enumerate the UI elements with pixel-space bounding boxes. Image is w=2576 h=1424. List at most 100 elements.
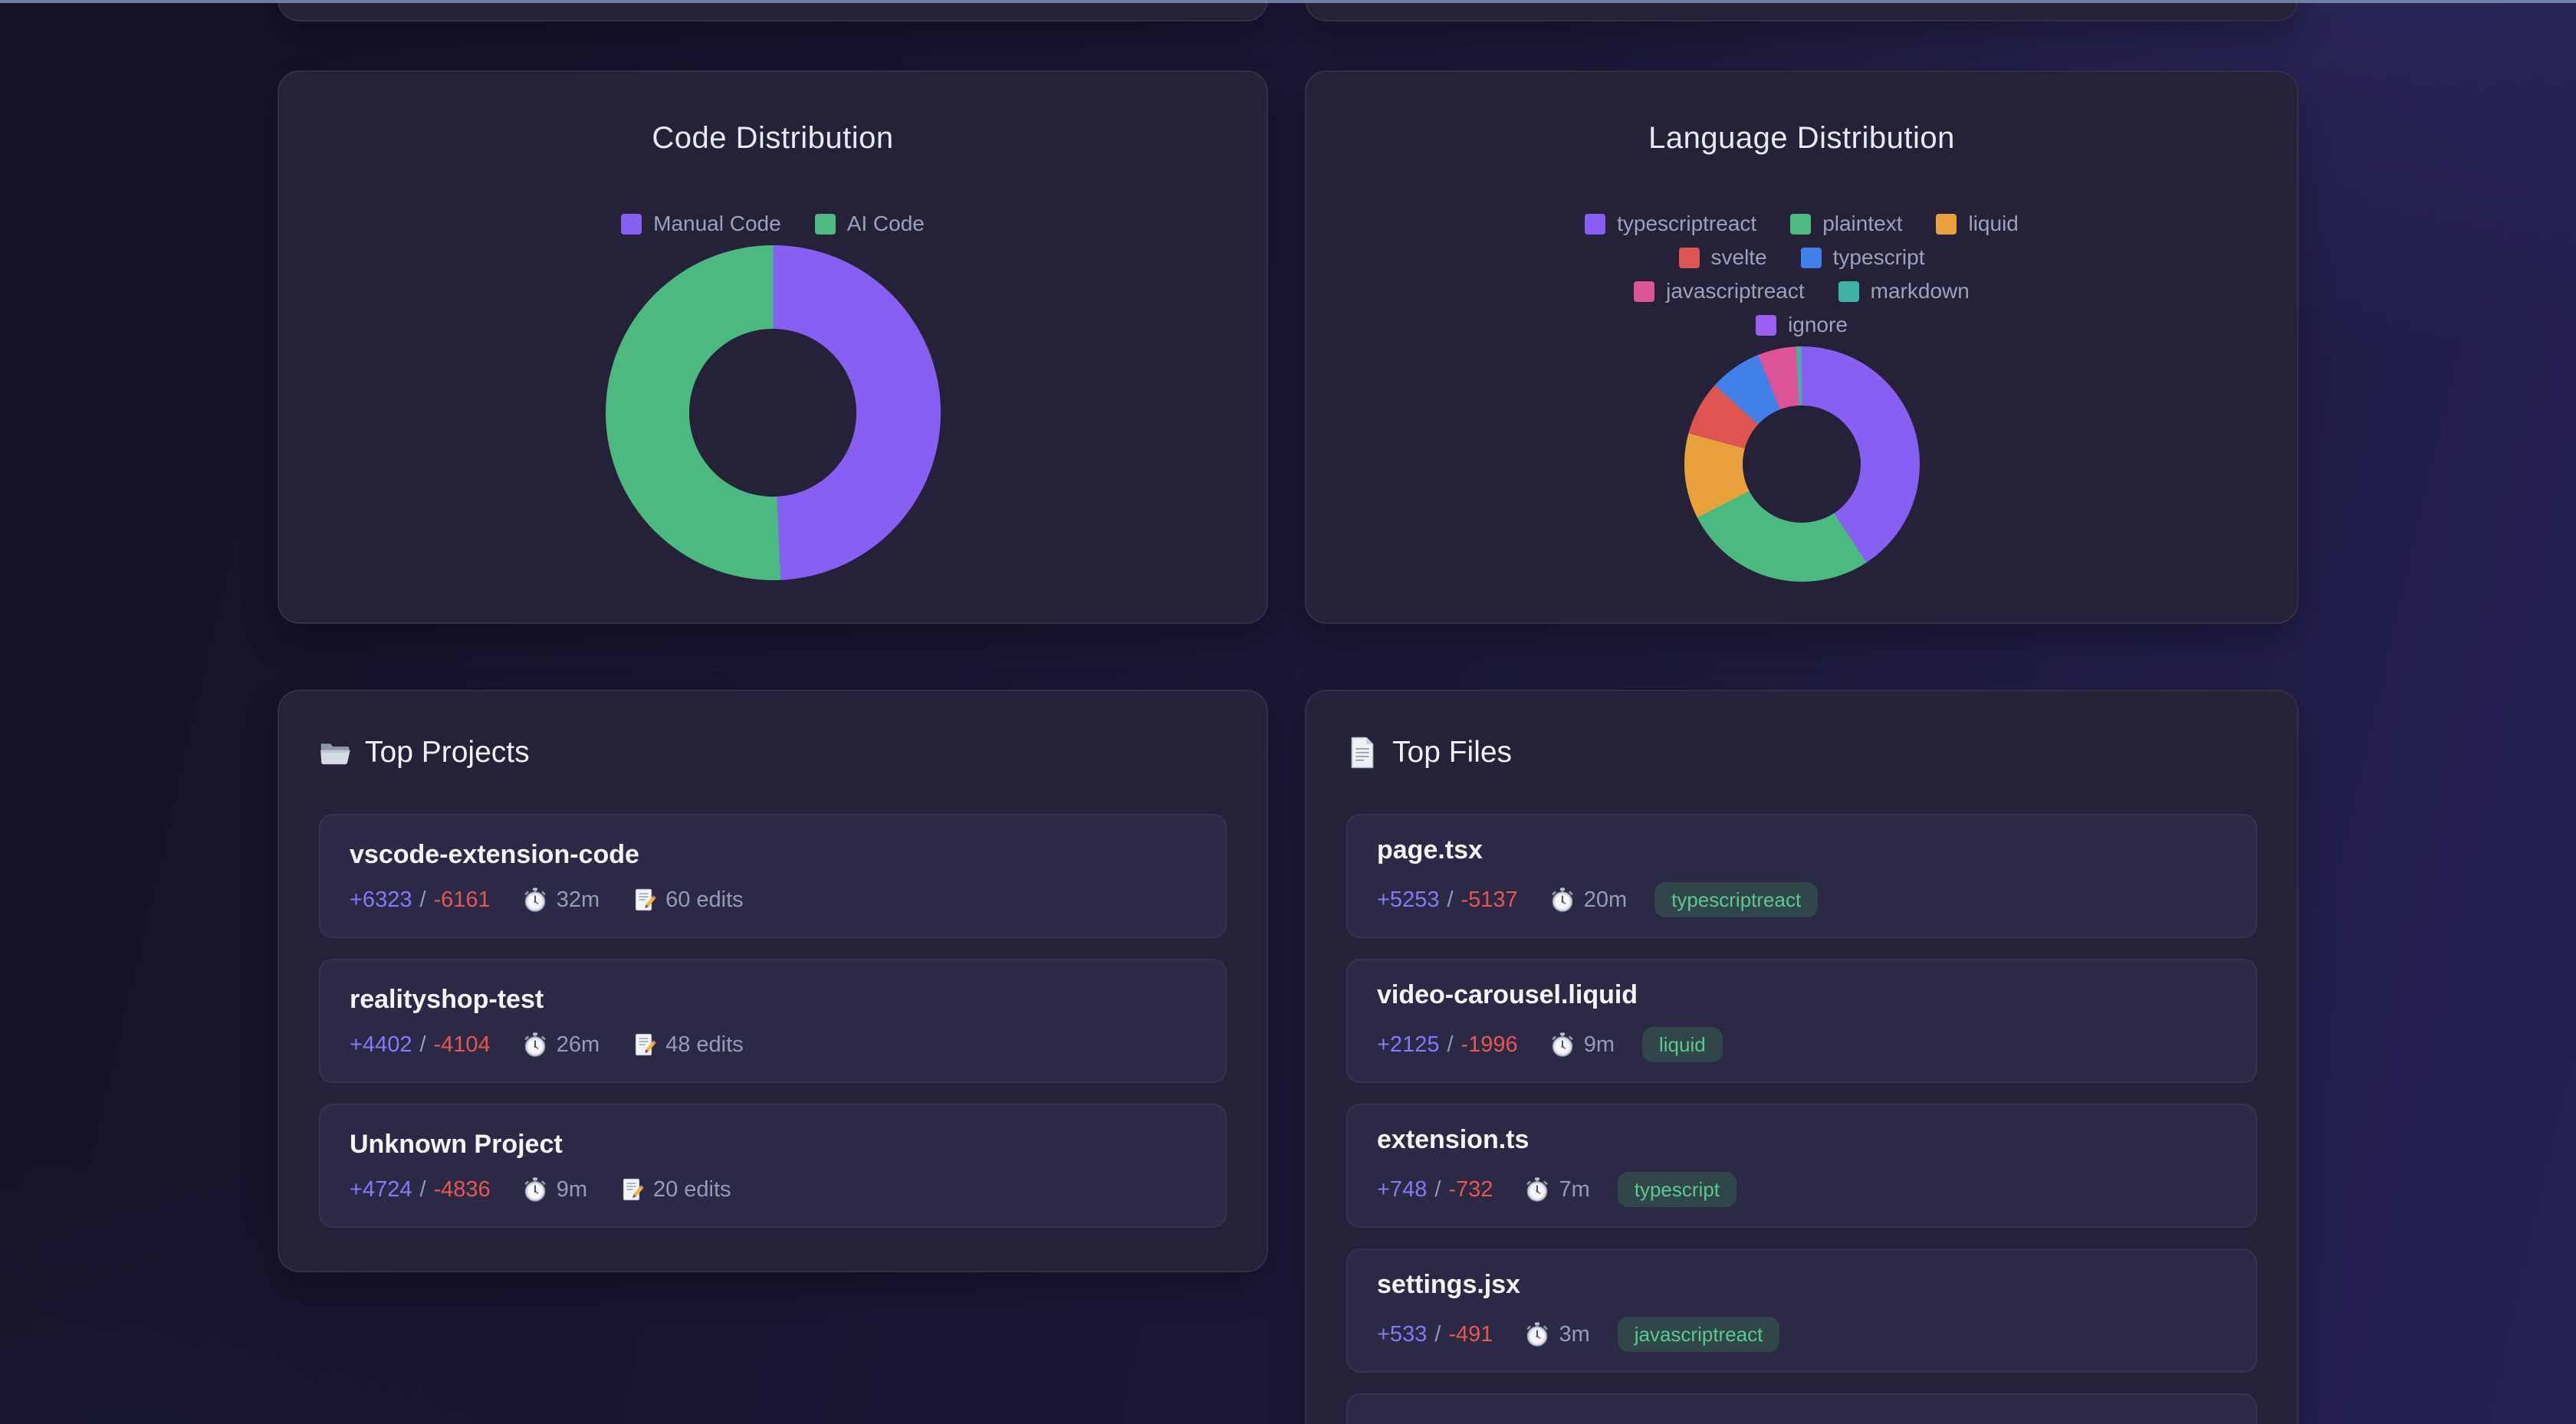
donut-hole	[688, 329, 857, 497]
code-distribution-donut[interactable]	[605, 245, 941, 580]
clipped-cards-row	[278, 0, 2298, 21]
card-partial-left	[278, 0, 1268, 21]
legend-label: Manual Code	[653, 212, 781, 235]
legend-item-javascriptreact[interactable]: javascriptreact	[1634, 281, 1805, 302]
top-projects-card: Top Projects vscode-extension-code +6323 /…	[278, 690, 1268, 1272]
row-meta: +6323 / -6161 32m 60 edits	[350, 887, 1196, 913]
separator: /	[1434, 1322, 1441, 1347]
stopwatch-icon	[1550, 1032, 1575, 1057]
project-name: vscode-extension-code	[350, 840, 639, 869]
code-distribution-card: Code Distribution Manual Code AI Code	[278, 71, 1268, 624]
removed-count: -1996	[1460, 1032, 1518, 1057]
donut-hole	[1743, 405, 1861, 523]
legend-item-typescriptreact[interactable]: typescriptreact	[1585, 213, 1756, 235]
legend-swatch	[1678, 247, 1700, 268]
separator: /	[419, 888, 426, 912]
file-name: extension.ts	[1377, 1125, 1530, 1154]
duration: 9m	[523, 1176, 587, 1203]
projects-list: vscode-extension-code +6323 / -6161 32m 60 ed…	[319, 814, 1227, 1228]
legend-item-markdown[interactable]: markdown	[1838, 281, 1970, 302]
chart-title: Language Distribution	[1648, 121, 1955, 155]
language-badge: typescript	[1617, 1172, 1737, 1207]
added-count: +4724	[350, 1177, 412, 1202]
files-list: page.tsx +5253/-5137 20m typescriptreact vid…	[1346, 814, 2257, 1424]
edits-text: 20 edits	[652, 1177, 731, 1202]
memo-icon	[632, 888, 656, 912]
legend-label: typescript	[1832, 245, 1925, 269]
legend-label: ignore	[1788, 313, 1848, 336]
duration: 7m	[1525, 1176, 1590, 1203]
legend-item-svelte[interactable]: svelte	[1678, 247, 1767, 268]
legend-item-Manual Code[interactable]: Manual Code	[621, 213, 781, 235]
row-meta: +4402 / -4104 26m 48 edits	[350, 1032, 1196, 1058]
row-meta: +748/ -732 7m typescript	[1377, 1172, 2226, 1207]
removed-count: -6161	[433, 888, 491, 912]
legend-swatch	[1585, 213, 1606, 235]
duration-text: 3m	[1559, 1322, 1590, 1347]
file-name: video-carousel.liquid	[1377, 980, 1638, 1009]
folder-icon	[319, 737, 351, 769]
project-name: realityshop-test	[350, 985, 544, 1014]
card-partial-right	[1305, 0, 2298, 21]
top-projects-title: Top Projects	[365, 736, 530, 769]
duration: 20m	[1550, 887, 1627, 913]
duration-text: 7m	[1559, 1177, 1590, 1202]
legend-label: markdown	[1870, 279, 1970, 303]
legend-swatch	[1790, 213, 1812, 235]
removed-count: -732	[1448, 1177, 1493, 1202]
legend-swatch	[814, 213, 836, 235]
top-strip	[0, 0, 2576, 3]
legend-row: typescriptreact plaintext liquid	[1585, 213, 2019, 235]
legend-swatch	[1634, 281, 1655, 302]
added-count: +6323	[350, 888, 412, 912]
language-badge: typescriptreact	[1654, 882, 1819, 917]
removed-count: -5137	[1460, 888, 1518, 912]
legend-swatch	[1756, 314, 1777, 336]
edits: 48 edits	[632, 1032, 744, 1058]
list-item: vscode-extension-code +6323 / -6161 32m 60 ed…	[319, 814, 1227, 938]
removed-count: -4836	[433, 1177, 491, 1202]
legend-swatch	[1936, 213, 1957, 235]
dashboard: Code Distribution Manual Code AI Code Lan…	[278, 0, 2298, 1424]
legend-label: AI Code	[846, 212, 925, 235]
removed-count: -4104	[433, 1032, 491, 1057]
top-files-title: Top Files	[1392, 736, 1513, 769]
edits: 60 edits	[632, 887, 744, 913]
duration-text: 20m	[1583, 888, 1628, 912]
edits: 20 edits	[619, 1176, 731, 1203]
legend-label: plaintext	[1822, 212, 1903, 235]
legend-swatch	[1800, 247, 1822, 268]
list-item: extension.ts +748/ -732 7m typescript	[1346, 1104, 2257, 1228]
list-item: settings.jsx +533/ -491 3m javascriptreact	[1346, 1248, 2257, 1373]
separator: /	[419, 1177, 426, 1202]
stopwatch-icon	[523, 1177, 547, 1202]
file-name: settings.jsx	[1377, 1270, 1521, 1299]
language-distribution-card: Language Distribution typescriptreact pla…	[1305, 71, 2298, 624]
legend-item-AI Code[interactable]: AI Code	[814, 212, 925, 235]
row-meta: +533/ -491 3m javascriptreact	[1377, 1317, 2226, 1352]
legend-item-plaintext[interactable]: plaintext	[1790, 213, 1902, 235]
added-count: +2125	[1377, 1032, 1440, 1057]
duration: 9m	[1550, 1032, 1615, 1058]
row-meta: +4724 / -4836 9m 20 edits	[350, 1176, 1196, 1203]
list-item-partial	[1346, 1393, 2257, 1424]
removed-count: -491	[1448, 1322, 1493, 1347]
stopwatch-icon	[1525, 1322, 1549, 1347]
duration: 26m	[523, 1032, 600, 1058]
language-distribution-donut[interactable]	[1684, 346, 1920, 582]
separator: /	[1447, 1032, 1454, 1057]
added-count: +5253	[1377, 888, 1440, 912]
list-item: page.tsx +5253 /-5137 20m typescriptreact	[1346, 814, 2257, 938]
list-item: Unknown Project +4724 / -4836 9m 20 edits	[319, 1104, 1227, 1228]
duration: 32m	[523, 887, 600, 913]
legend-item-liquid[interactable]: liquid	[1936, 212, 2019, 235]
added-count: +4402	[350, 1032, 412, 1057]
legend-item-ignore[interactable]: ignore	[1756, 314, 1848, 336]
added-count: +748	[1377, 1177, 1428, 1202]
row-meta: +2125 /-1996 9m liquid	[1377, 1027, 2226, 1062]
legend-label: liquid	[1968, 212, 2019, 235]
top-files-card: Top Files page.tsx +5253/-5137 20m typescri…	[1305, 690, 2298, 1424]
stopwatch-icon	[523, 888, 547, 912]
legend-item-typescript[interactable]: typescript	[1800, 245, 1925, 269]
chart-title: Code Distribution	[652, 121, 894, 155]
